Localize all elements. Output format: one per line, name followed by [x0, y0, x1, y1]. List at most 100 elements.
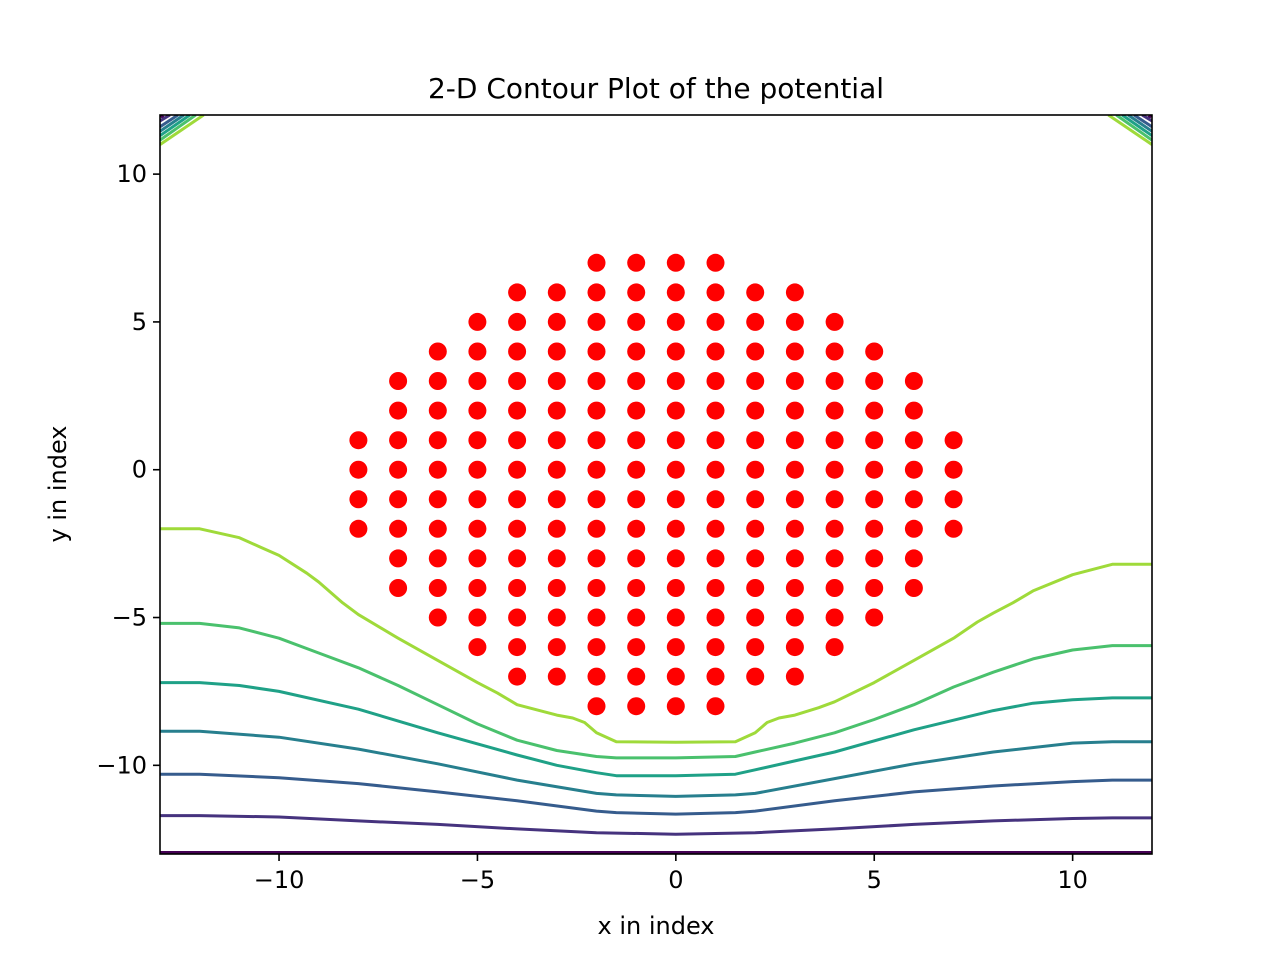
data-point: [785, 312, 804, 331]
data-point: [508, 638, 527, 657]
data-point: [944, 490, 963, 509]
data-point: [349, 519, 368, 538]
data-point: [746, 401, 765, 420]
data-point: [706, 608, 725, 627]
data-point: [587, 283, 606, 302]
data-point: [666, 490, 685, 509]
contour-line: [160, 814, 1152, 836]
data-point: [468, 579, 487, 597]
data-point: [825, 608, 844, 627]
data-point: [706, 460, 725, 479]
data-point: [627, 312, 646, 331]
data-point: [666, 667, 685, 686]
data-point: [587, 519, 606, 538]
data-point: [547, 608, 566, 627]
data-point: [666, 608, 685, 627]
contour-lines: [160, 115, 1152, 854]
data-point: [468, 460, 487, 479]
data-point: [865, 579, 884, 597]
data-point: [706, 283, 725, 302]
corner-contour-line: [160, 115, 197, 142]
y-tick-label: 0: [132, 456, 147, 484]
y-axis-label: y in index: [44, 426, 72, 543]
data-point: [944, 519, 963, 538]
data-point: [865, 372, 884, 390]
data-point: [746, 608, 765, 627]
corner-contour-line: [160, 115, 205, 146]
data-point: [587, 401, 606, 420]
data-point: [349, 490, 368, 509]
data-point: [587, 253, 606, 272]
data-point: [508, 549, 527, 568]
data-point: [547, 549, 566, 568]
x-tick-label: −5: [460, 866, 495, 894]
x-axis-ticks: −10 −5 0 5 10: [254, 854, 1088, 894]
x-tick-label: 0: [668, 866, 683, 894]
data-point: [547, 401, 566, 420]
data-point: [508, 372, 527, 390]
data-point: [627, 401, 646, 420]
data-point: [587, 342, 606, 361]
data-point: [865, 460, 884, 479]
x-axis-label: x in index: [598, 912, 715, 940]
contour-line: [160, 527, 1152, 744]
data-point: [904, 372, 923, 390]
data-point: [865, 342, 884, 361]
data-point: [785, 579, 804, 597]
corner-contour-line: [1107, 115, 1152, 146]
data-point: [389, 549, 408, 568]
data-point: [904, 490, 923, 509]
data-point: [825, 579, 844, 597]
data-point: [508, 401, 527, 420]
data-point: [706, 342, 725, 361]
data-point: [428, 579, 447, 597]
data-point: [508, 312, 527, 331]
data-point: [468, 431, 487, 450]
data-point: [547, 312, 566, 331]
data-point: [508, 519, 527, 538]
x-tick-label: −10: [254, 866, 305, 894]
data-point: [468, 519, 487, 538]
data-point: [547, 283, 566, 302]
data-point: [428, 431, 447, 450]
data-point: [627, 253, 646, 272]
data-point: [587, 638, 606, 657]
corner-contour-line: [1115, 115, 1152, 142]
y-tick-label: −5: [112, 604, 147, 632]
data-point: [944, 431, 963, 450]
y-axis-ticks: −10 −5 0 5 10: [96, 160, 160, 779]
data-point: [547, 519, 566, 538]
data-point: [904, 401, 923, 420]
data-point: [825, 431, 844, 450]
data-point: [825, 519, 844, 538]
data-point: [825, 460, 844, 479]
data-point: [666, 431, 685, 450]
data-point: [666, 342, 685, 361]
data-point: [706, 372, 725, 390]
data-point: [468, 342, 487, 361]
data-point: [389, 519, 408, 538]
contour-line: [160, 621, 1152, 760]
data-point: [785, 283, 804, 302]
data-point: [746, 312, 765, 331]
data-point: [746, 667, 765, 686]
data-point: [666, 283, 685, 302]
data-point: [785, 667, 804, 686]
data-point: [389, 372, 408, 390]
data-point: [666, 460, 685, 479]
data-point: [508, 608, 527, 627]
data-point: [547, 490, 566, 509]
x-tick-label: 5: [867, 866, 882, 894]
data-point: [944, 460, 963, 479]
data-point: [706, 667, 725, 686]
data-point: [508, 460, 527, 479]
data-point: [587, 579, 606, 597]
data-point: [904, 519, 923, 538]
data-point: [706, 549, 725, 568]
data-point: [547, 460, 566, 479]
data-point: [865, 490, 884, 509]
data-point: [785, 342, 804, 361]
data-point: [825, 638, 844, 657]
data-point: [627, 519, 646, 538]
